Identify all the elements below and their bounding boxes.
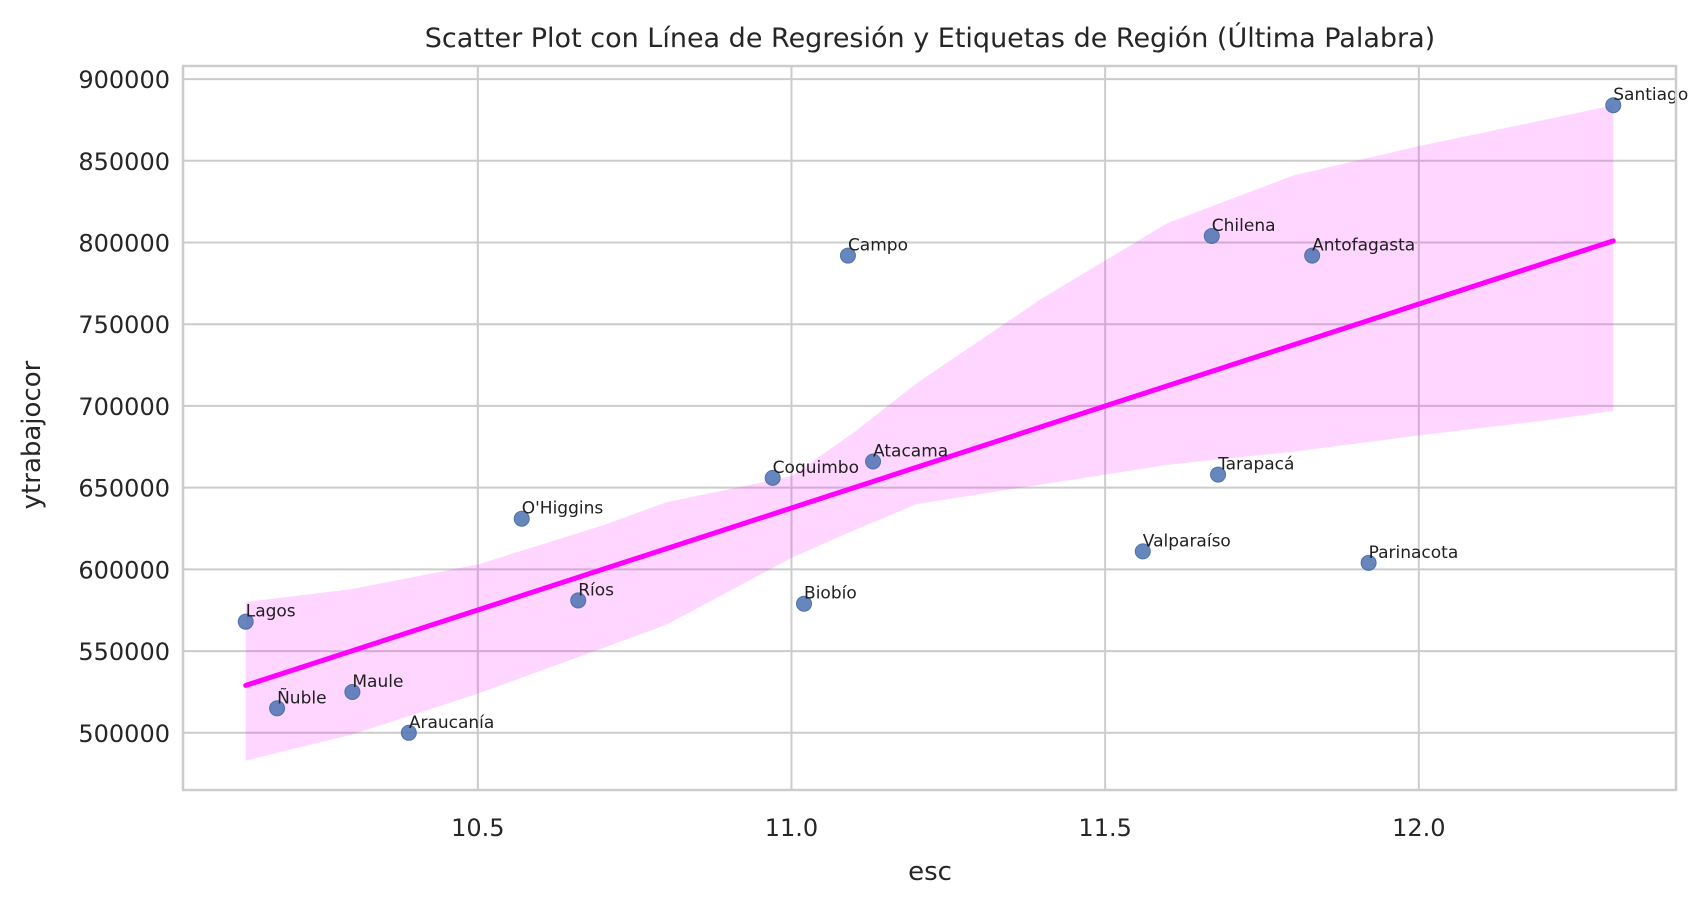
plot-frame [181, 64, 1678, 792]
scatter-points-layer [237, 97, 1622, 741]
scatter-point [865, 453, 882, 470]
chart-title: Scatter Plot con Línea de Regresión y Et… [425, 22, 1435, 54]
scatter-point [237, 613, 254, 630]
x-tick-label: 10.5 [451, 814, 504, 842]
scatter-point [1134, 543, 1151, 560]
point-label: Santiago [1613, 85, 1688, 105]
y-tick-label: 500000 [78, 720, 170, 748]
x-axis-label: esc [908, 857, 952, 887]
scatter-point [513, 510, 530, 527]
point-label: Biobío [804, 584, 857, 604]
point-label: Parinacota [1369, 543, 1459, 563]
scatter-point [1304, 247, 1321, 264]
point-label: Chilena [1212, 216, 1276, 236]
y-tick-label: 650000 [78, 475, 170, 503]
scatter-point [796, 595, 813, 612]
scatter-point [764, 469, 781, 486]
scatter-point [839, 247, 856, 264]
x-tick-label: 11.5 [1078, 814, 1131, 842]
point-label: Tarapacá [1217, 455, 1294, 475]
point-label: Valparaíso [1143, 531, 1231, 551]
x-tick-label: 11.0 [765, 814, 818, 842]
point-label: Ñuble [277, 686, 326, 708]
tick-labels-layer: 10.5 11.0 11.5 12.0 500000 550000 600000 650000… [78, 66, 1445, 842]
confidence-band [245, 105, 1614, 761]
y-axis-label: ytrabajocor [17, 360, 47, 509]
point-labels-layer: Lagos Ñuble Maule Araucanía O'Higgins Ríos Coq… [246, 85, 1689, 733]
scatter-point [344, 683, 361, 700]
point-label: Ríos [578, 580, 614, 600]
axes-frame-layer [181, 64, 1678, 792]
regression-line [243, 238, 1616, 688]
point-label: Campo [848, 236, 908, 256]
point-label: Araucanía [409, 713, 495, 733]
scatter-point [1210, 466, 1227, 483]
scatter-point [1203, 227, 1220, 244]
scatter-point [269, 700, 286, 717]
point-label: Atacama [873, 442, 948, 462]
y-tick-label: 800000 [78, 230, 170, 258]
y-tick-label: 900000 [78, 66, 170, 94]
x-tick-label: 12.0 [1392, 814, 1445, 842]
y-tick-label: 700000 [78, 393, 170, 421]
scatter-point [1605, 97, 1622, 114]
scatter-point [1360, 554, 1377, 571]
point-label: Antofagasta [1312, 236, 1415, 256]
scatter-point [400, 724, 417, 741]
point-label: Coquimbo [773, 458, 859, 478]
point-label: O'Higgins [522, 499, 604, 519]
y-tick-label: 550000 [78, 638, 170, 666]
y-tick-label: 600000 [78, 556, 170, 584]
regression-line-layer [243, 238, 1616, 688]
y-tick-label: 850000 [78, 148, 170, 176]
point-label: Maule [352, 672, 403, 692]
scatter-point [570, 592, 587, 609]
confidence-band-layer [245, 105, 1614, 761]
point-label: Lagos [246, 602, 296, 622]
y-tick-label: 750000 [78, 311, 170, 339]
grid-lines [183, 66, 1676, 790]
